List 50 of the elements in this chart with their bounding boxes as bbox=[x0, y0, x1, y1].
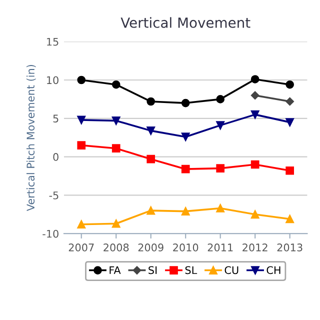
point bbox=[216, 95, 225, 104]
point bbox=[216, 164, 225, 172]
point bbox=[216, 204, 225, 212]
y-tick-label: 15 bbox=[47, 38, 58, 46]
point bbox=[250, 110, 260, 119]
y-tick-label: -5 bbox=[49, 192, 58, 200]
point bbox=[112, 116, 120, 125]
point bbox=[146, 126, 156, 135]
point bbox=[286, 166, 294, 175]
point bbox=[77, 141, 86, 150]
legend-label: SI bbox=[148, 266, 157, 274]
y-tick-label: -10 bbox=[42, 230, 58, 238]
point bbox=[77, 220, 86, 229]
y-tick-label: 0 bbox=[53, 153, 58, 161]
point bbox=[112, 144, 120, 153]
point bbox=[77, 76, 86, 84]
legend-label: SL bbox=[185, 266, 198, 274]
point bbox=[250, 160, 260, 169]
point bbox=[146, 154, 156, 164]
x-tick-label: 2010 bbox=[173, 244, 198, 252]
y-tick-label: 10 bbox=[47, 76, 58, 84]
legend-label: CU bbox=[224, 266, 238, 274]
point bbox=[146, 97, 156, 106]
point bbox=[286, 97, 294, 106]
legend-label: CH bbox=[266, 266, 280, 274]
point bbox=[112, 219, 120, 228]
point bbox=[286, 118, 294, 126]
point bbox=[216, 121, 225, 130]
y-axis-title: Vertical Pitch Movement (in) bbox=[26, 64, 36, 212]
x-tick-label: 2012 bbox=[242, 244, 268, 252]
x-tick-label: 2007 bbox=[68, 244, 94, 252]
point bbox=[250, 91, 260, 100]
x-tick-label: 2011 bbox=[208, 244, 233, 252]
point bbox=[286, 214, 294, 224]
point bbox=[181, 98, 190, 108]
point bbox=[112, 80, 120, 89]
point bbox=[286, 80, 294, 89]
x-tick-label: 2009 bbox=[138, 244, 164, 252]
x-tick-label: 2008 bbox=[104, 244, 129, 252]
point bbox=[181, 164, 190, 174]
point bbox=[181, 132, 190, 141]
point bbox=[250, 75, 260, 84]
y-tick-label: 5 bbox=[53, 114, 58, 123]
x-tick-label: 2013 bbox=[277, 244, 302, 252]
point bbox=[146, 206, 156, 215]
point bbox=[181, 207, 190, 216]
point bbox=[250, 210, 260, 219]
chart-title: Vertical Movement bbox=[120, 17, 250, 28]
legend-label: FA bbox=[110, 266, 121, 274]
point bbox=[77, 116, 86, 124]
